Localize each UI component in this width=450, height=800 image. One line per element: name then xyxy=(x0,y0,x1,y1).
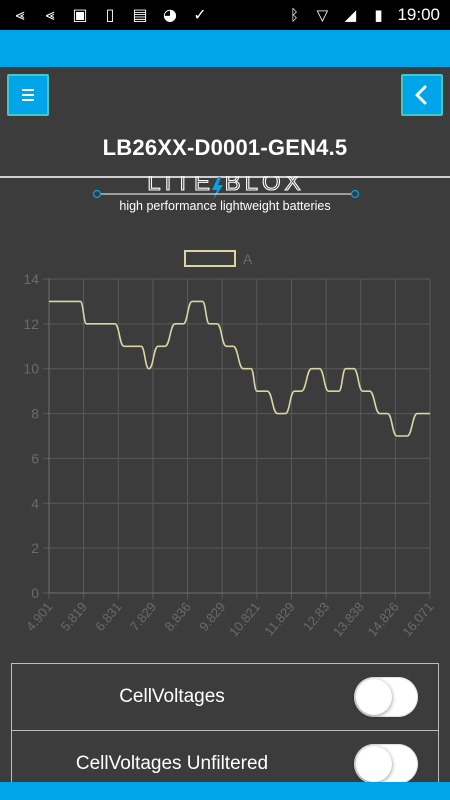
legend-swatch xyxy=(184,250,236,267)
android-icon: ▤ xyxy=(132,5,148,24)
wifi-off-icon: ▽ xyxy=(316,6,329,24)
bottom-accent-bar xyxy=(0,782,450,800)
logo-tagline: high performance lightweight batteries xyxy=(119,199,331,213)
top-accent-bar xyxy=(0,30,450,67)
toggle-label: CellVoltages Unfiltered xyxy=(75,753,269,774)
y-tick-label: 10 xyxy=(23,361,39,377)
cellvoltages-unfiltered-switch[interactable] xyxy=(354,744,418,784)
toggle-row-cellvoltages: CellVoltages xyxy=(12,664,438,731)
x-tick-label: 6.831 xyxy=(92,599,124,634)
y-tick-label: 4 xyxy=(31,495,39,511)
x-tick-label: 7.829 xyxy=(127,599,159,634)
menu-icon xyxy=(22,89,34,104)
y-tick-label: 6 xyxy=(31,450,39,466)
header: LB26XX-D0001-GEN4.5 xyxy=(0,67,450,177)
legend-label: A xyxy=(243,251,253,267)
x-tick-label: 11.829 xyxy=(261,599,297,638)
switch-knob xyxy=(356,679,392,715)
x-tick-label: 16.071 xyxy=(399,599,436,639)
header-divider xyxy=(0,176,450,178)
brand-logo: LITE BLOX xyxy=(92,176,360,200)
lightning-icon xyxy=(212,177,223,200)
logo-wordmark: LITE BLOX xyxy=(147,176,304,196)
x-tick-label: 14.826 xyxy=(365,599,402,639)
shield-icon: ◕ xyxy=(163,5,177,24)
switch-knob xyxy=(356,746,392,782)
y-tick-label: 8 xyxy=(31,406,39,422)
device-title: LB26XX-D0001-GEN4.5 xyxy=(102,135,348,160)
phone-icon: ▯ xyxy=(105,5,115,24)
back-arrow-icon: ⪡ xyxy=(45,5,55,24)
x-tick-label: 10.821 xyxy=(226,599,263,639)
x-tick-label: 8.836 xyxy=(161,599,193,634)
back-arrow-icon: ⪡ xyxy=(15,5,25,24)
y-tick-label: 12 xyxy=(23,316,39,332)
y-tick-label: 14 xyxy=(23,271,39,287)
toggle-list: CellVoltages CellVoltages Unfiltered xyxy=(11,663,439,800)
toggle-label: CellVoltages xyxy=(119,686,225,707)
line-chart: 0 2 4 6 8 10 12 14 4.901 5.819 6.831 7.829 8.836 9.82… xyxy=(23,250,436,639)
battery-icon: ▮ xyxy=(374,6,383,24)
menu-button[interactable] xyxy=(7,74,49,116)
clock: 19:00 xyxy=(397,5,440,24)
image-icon: ▣ xyxy=(72,5,88,24)
y-tick-label: 0 xyxy=(31,585,39,601)
x-tick-label: 12.83 xyxy=(300,599,332,634)
x-tick-label: 9.829 xyxy=(196,599,228,634)
back-button[interactable] xyxy=(401,74,443,116)
status-bar: ⪡ ⪡ ▣ ▯ ▤ ◕ ✓ ᛒ ▽ ◢ ▮ 19:00 xyxy=(0,0,450,30)
x-tick-label: 4.901 xyxy=(23,599,55,634)
chevron-left-icon xyxy=(415,85,427,105)
check-badge-icon: ✓ xyxy=(193,5,207,24)
y-tick-label: 2 xyxy=(31,540,39,556)
x-tick-label: 5.819 xyxy=(58,599,90,634)
bluetooth-icon: ᛒ xyxy=(289,6,299,24)
x-tick-label: 13.838 xyxy=(330,599,367,639)
series-line-a xyxy=(49,300,430,437)
signal-icon: ◢ xyxy=(344,6,357,24)
cellvoltages-switch[interactable] xyxy=(354,677,418,717)
